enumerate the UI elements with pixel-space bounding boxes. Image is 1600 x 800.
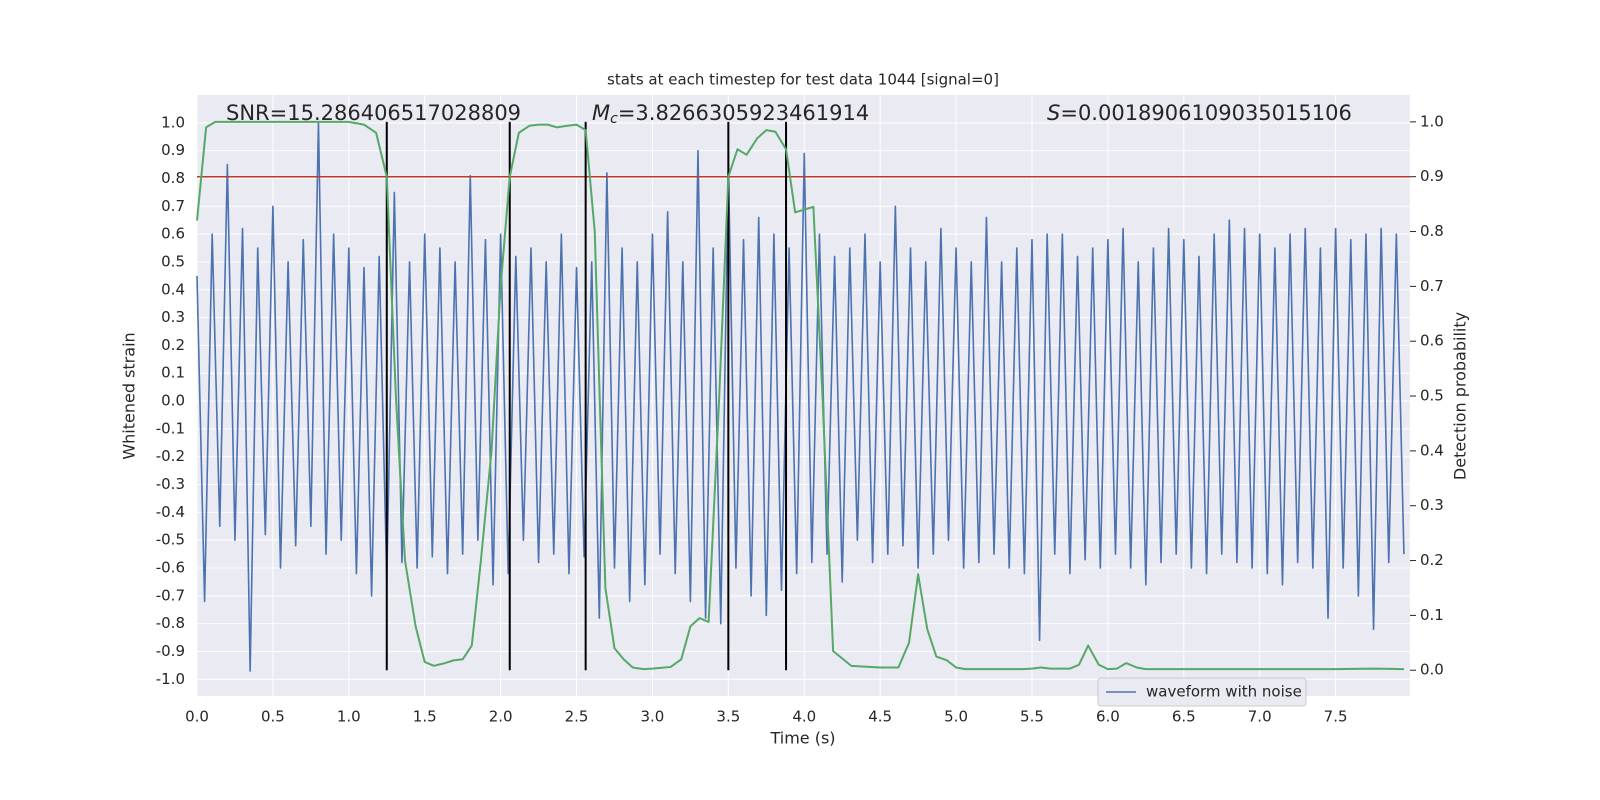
y-tick-label: 0.7 (161, 197, 185, 215)
y2-tick-label: 0.2 (1420, 551, 1444, 569)
series-line (196, 120, 1404, 671)
y-tick-label: 0.0 (161, 392, 185, 410)
annotation-text: =3.8266305923461914 (618, 101, 869, 125)
x-tick-label: 0.0 (185, 708, 209, 726)
x-axis-label: Time (s) (769, 729, 835, 748)
chart-title: stats at each timestep for test data 104… (607, 71, 999, 89)
y-tick-label: 0.8 (161, 169, 185, 187)
x-tick-label: 7.5 (1324, 708, 1348, 726)
y-tick-label: -0.5 (156, 531, 185, 549)
x-tick-label: 0.5 (261, 708, 285, 726)
x-tick-label: 6.0 (1096, 708, 1120, 726)
y-tick-label: -0.4 (156, 503, 185, 521)
annotation: SNR=15.286406517028809 (226, 101, 521, 125)
y-tick-label: -1.0 (156, 670, 185, 688)
x-tick-label: 1.0 (337, 708, 361, 726)
y2-tick-label: 0.4 (1420, 441, 1444, 459)
y-tick-label: 0.1 (161, 364, 185, 382)
x-tick-label: 4.0 (792, 708, 816, 726)
x-tick-label: 3.5 (716, 708, 740, 726)
y-tick-label: -0.6 (156, 559, 185, 577)
y-tick-label: -0.7 (156, 586, 185, 604)
y-tick-label: 0.5 (161, 252, 185, 270)
y2-tick-label: 0.1 (1420, 606, 1444, 624)
y2-tick-label: 1.0 (1420, 112, 1444, 130)
y-tick-label: 0.9 (161, 141, 185, 159)
annotation-text: =0.0018906109035015106 (1060, 101, 1352, 125)
annotation-symbol: M (592, 101, 610, 125)
y-tick-label: -0.8 (156, 614, 185, 632)
y2-tick-label: 0.7 (1420, 277, 1444, 295)
x-tick-label: 7.0 (1248, 708, 1272, 726)
y-tick-label: 0.3 (161, 308, 185, 326)
y2-tick-label: 0.0 (1420, 661, 1444, 679)
y-axis-label: Whitened strain (120, 332, 139, 459)
y-tick-label: 1.0 (161, 113, 185, 131)
y-tick-label: -0.1 (156, 419, 185, 437)
annotation: S=0.0018906109035015106 (1047, 101, 1352, 125)
x-tick-label: 1.5 (413, 708, 437, 726)
y-tick-label: -0.9 (156, 642, 185, 660)
marks (196, 120, 1410, 672)
x-tick-label: 5.0 (944, 708, 968, 726)
series-line (196, 122, 1405, 672)
y2-tick-label: 0.9 (1420, 167, 1444, 185)
y2-tick-label: 0.8 (1420, 222, 1444, 240)
annotation: Mc=3.8266305923461914 (592, 101, 869, 127)
y-tick-label: 0.2 (161, 336, 185, 354)
y-tick-label: 0.4 (161, 280, 185, 298)
x-tick-label: 5.5 (1020, 708, 1044, 726)
legend-label: waveform with noise (1146, 683, 1302, 701)
legend-box (1097, 677, 1307, 707)
y2-axis-label: Detection probability (1451, 312, 1470, 480)
y2-tick-label: 0.3 (1420, 496, 1444, 514)
annotation-symbol: S (1047, 101, 1060, 125)
y-tick-label: -0.3 (156, 475, 185, 493)
y-tick-label: 0.6 (161, 225, 185, 243)
x-tick-label: 6.5 (1172, 708, 1196, 726)
labels: 0.0 0.5 1.0 1.5 2.0 2.5 3.0 3.5 4.0 4.5 5.0 5.5 6.0 6… (156, 101, 1444, 726)
x-tick-label: 2.0 (489, 708, 513, 726)
x-tick-label: 2.5 (565, 708, 589, 726)
y-tick-label: -0.2 (156, 447, 185, 465)
x-tick-label: 3.0 (641, 708, 665, 726)
x-tick-label: 4.5 (868, 708, 892, 726)
annotation-subscript: c (610, 111, 618, 127)
y2-tick-label: 0.5 (1420, 387, 1444, 405)
annotation-text: SNR=15.286406517028809 (226, 101, 521, 125)
y2-tick-label: 0.6 (1420, 332, 1444, 350)
